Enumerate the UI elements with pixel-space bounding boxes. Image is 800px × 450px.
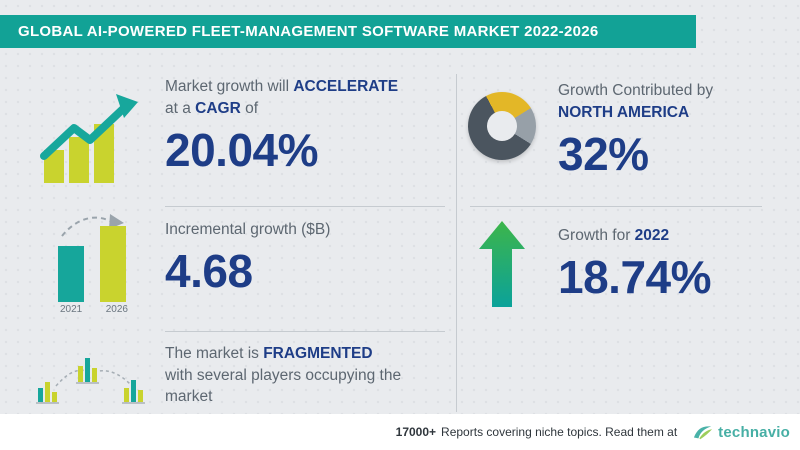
bar-comparison-icon: 2021 2026 [48,210,138,315]
stat-market-structure: The market is FRAGMENTED with several pl… [165,343,430,408]
cagr-line2-text: at a [165,100,196,117]
bar-icon-year-labels: 2021 2026 [48,304,138,315]
growth-2022-label: Growth for 2022 [558,225,790,246]
technavio-swoosh-icon [694,426,713,440]
contribution-label-line1: Growth Contributed by [558,82,714,99]
column-divider [456,74,457,412]
stat-growth-2022: Growth for 2022 18.74% [558,225,790,300]
market-structure-line1: The market is FRAGMENTED [165,343,430,364]
year-label-2021: 2021 [60,304,83,315]
growth-2022-text: Growth for [558,227,635,244]
title-banner: GLOBAL AI-POWERED FLEET-MANAGEMENT SOFTW… [0,15,696,48]
cagr-value: 20.04% [165,124,319,176]
stat-cagr: Market growth will ACCELERATE at a CAGR … [165,76,450,173]
cagr-line1-accent: ACCELERATE [293,78,399,95]
fragmented-market-icon [36,348,148,406]
donut-chart-icon [468,92,536,160]
reports-count: 17000+ [395,425,437,439]
market-structure-accent: FRAGMENTED [263,345,373,362]
market-structure-line2: with several players occupying the marke… [165,367,402,405]
growth-2022-accent: 2022 [634,227,670,244]
stat-north-america-contribution: Growth Contributed by NORTH AMERICA 32% [558,80,790,177]
divider [470,206,762,207]
cagr-line2-accent: CAGR [195,100,241,117]
technavio-wordmark: technavio [718,423,790,441]
market-structure-text: The market is [165,345,264,362]
year-label-2026: 2026 [105,304,128,315]
infographic-title: GLOBAL AI-POWERED FLEET-MANAGEMENT SOFTW… [18,23,599,40]
growth-2022-value: 18.74% [558,251,712,303]
footer-bar: 17000+ Reports covering niche topics. Re… [0,414,800,450]
divider [165,331,445,332]
cagr-line1: Market growth will ACCELERATE [165,76,450,97]
incremental-growth-value: 4.68 [165,245,253,297]
incremental-growth-label: Incremental growth ($B) [165,221,331,238]
contribution-value: 32% [558,128,649,180]
divider [165,206,445,207]
cagr-line1-text: Market growth will [165,78,294,95]
up-arrow-icon [479,221,525,307]
cagr-line2-suffix: of [240,100,259,117]
cagr-line2: at a CAGR of [165,98,450,119]
contribution-label-line2: NORTH AMERICA [558,104,690,121]
footer-text: Reports covering niche topics. Read them… [441,425,678,439]
technavio-logo: technavio [692,422,790,442]
stat-incremental-growth: Incremental growth ($B) 4.68 [165,219,450,294]
growth-chart-icon [40,90,140,187]
